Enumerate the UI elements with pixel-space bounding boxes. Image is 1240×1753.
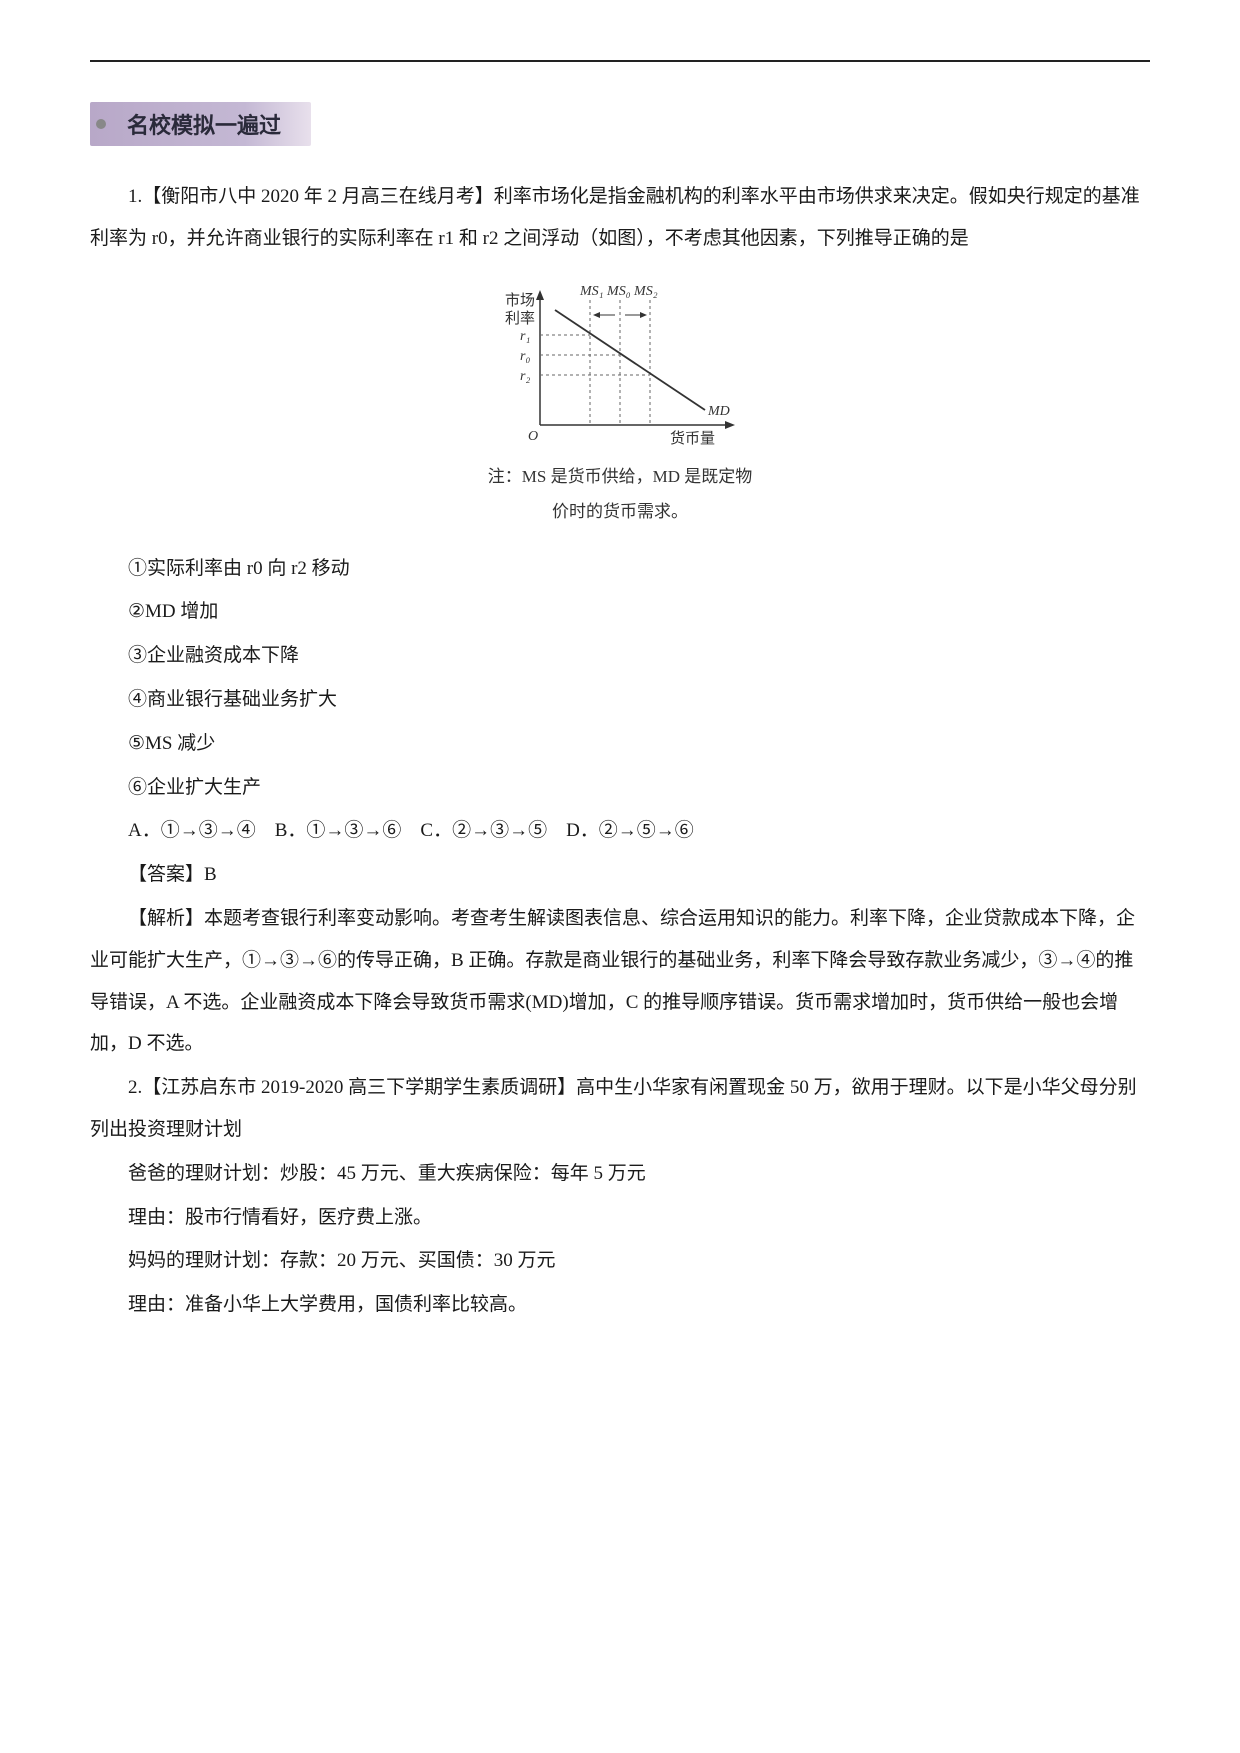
q1-opt2: ②MD 增加: [90, 591, 1150, 633]
chart-caption-2: 价时的货币需求。: [480, 498, 760, 525]
r0-label: r₀: [520, 349, 530, 364]
q1-opt6: ⑥企业扩大生产: [90, 767, 1150, 809]
q1-choices: A．①→③→④ B．①→③→⑥ C．②→③→⑤ D．②→⑤→⑥: [90, 810, 1150, 852]
q2-mom-reason: 理由：准备小华上大学费用，国债利率比较高。: [90, 1284, 1150, 1326]
q2-dad-reason: 理由：股市行情看好，医疗费上涨。: [90, 1197, 1150, 1239]
y-axis-label-1: 市场: [505, 292, 535, 309]
r1-label: r₁: [520, 329, 530, 344]
chart-container: 市场 利率 r₁ r₀ r₂ MS₁ MS₀ MS₂: [90, 275, 1150, 533]
q1-opt1: ①实际利率由 r0 向 r2 移动: [90, 548, 1150, 590]
ms-labels: MS₁ MS₀ MS₂: [579, 284, 658, 299]
chart-box: 市场 利率 r₁ r₀ r₂ MS₁ MS₀ MS₂: [480, 275, 760, 525]
q1-opt3: ③企业融资成本下降: [90, 635, 1150, 677]
md-label: MD: [707, 404, 730, 419]
section-header-text: 名校模拟一遍过: [127, 113, 281, 138]
q2-mom-plan: 妈妈的理财计划：存款：20 万元、买国债：30 万元: [90, 1240, 1150, 1282]
q1-stem: 1.【衡阳市八中 2020 年 2 月高三在线月考】利率市场化是指金融机构的利率…: [90, 176, 1150, 260]
q1-explanation: 【解析】本题考查银行利率变动影响。考查考生解读图表信息、综合运用知识的能力。利率…: [90, 898, 1150, 1065]
origin-label: O: [528, 429, 538, 444]
section-header: 名校模拟一遍过: [90, 102, 311, 146]
q1-opt5: ⑤MS 减少: [90, 723, 1150, 765]
x-axis-label: 货币量: [670, 430, 715, 447]
chart-caption-1: 注：MS 是货币供给，MD 是既定物: [480, 463, 760, 490]
interest-rate-chart: 市场 利率 r₁ r₀ r₂ MS₁ MS₀ MS₂: [480, 275, 760, 455]
q2-stem: 2.【江苏启东市 2019-2020 高三下学期学生素质调研】高中生小华家有闲置…: [90, 1067, 1150, 1151]
y-axis-label-2: 利率: [505, 310, 535, 327]
r2-label: r₂: [520, 369, 530, 384]
q1-opt4: ④商业银行基础业务扩大: [90, 679, 1150, 721]
content-area: 1.【衡阳市八中 2020 年 2 月高三在线月考】利率市场化是指金融机构的利率…: [90, 176, 1150, 1326]
q1-answer: 【答案】B: [90, 854, 1150, 896]
q2-dad-plan: 爸爸的理财计划：炒股：45 万元、重大疾病保险：每年 5 万元: [90, 1153, 1150, 1195]
top-divider: [90, 60, 1150, 62]
